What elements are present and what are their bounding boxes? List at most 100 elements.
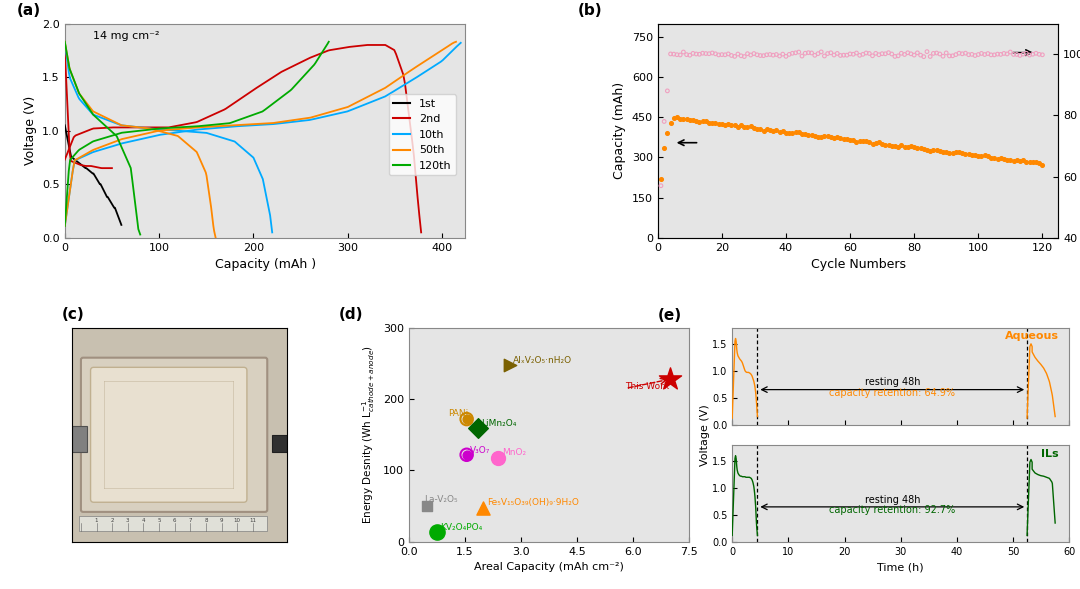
Text: 8: 8 <box>204 518 207 522</box>
Point <box>812 133 829 142</box>
Point <box>501 360 518 369</box>
Point <box>656 117 673 126</box>
Point <box>880 48 897 57</box>
Point <box>931 49 948 59</box>
Point <box>703 48 720 58</box>
Point <box>681 115 699 125</box>
Point <box>752 124 769 134</box>
Point <box>870 138 888 147</box>
Point <box>1008 49 1025 59</box>
Point <box>716 121 733 130</box>
Point <box>841 135 859 145</box>
Point <box>691 117 708 127</box>
Point <box>419 501 436 511</box>
Point <box>832 51 849 60</box>
Point <box>800 130 818 140</box>
Point <box>887 141 904 150</box>
Point <box>928 145 945 155</box>
Point <box>771 51 788 61</box>
Point <box>752 51 769 60</box>
Point <box>729 49 746 59</box>
Point <box>778 128 795 138</box>
Point <box>854 49 872 59</box>
Point <box>918 145 935 154</box>
Point <box>806 131 823 141</box>
Point <box>669 50 686 59</box>
Point <box>742 50 759 59</box>
Point <box>858 48 875 58</box>
Point <box>706 49 724 58</box>
Point <box>678 114 696 124</box>
Text: La-V₂O₅: La-V₂O₅ <box>423 495 457 504</box>
Point <box>745 49 762 58</box>
Point <box>900 143 917 152</box>
Text: 3: 3 <box>126 518 130 522</box>
Point <box>996 154 1013 164</box>
Point <box>706 118 724 127</box>
Point <box>1021 158 1038 167</box>
Point <box>908 144 926 153</box>
Text: 14 mg cm⁻²: 14 mg cm⁻² <box>93 31 160 41</box>
Point <box>986 50 1003 59</box>
Point <box>768 125 785 135</box>
Point <box>941 148 958 157</box>
Point <box>659 86 676 95</box>
Text: Fe₅V₁₅O₃₉(OH)₉·9H₂O: Fe₅V₁₅O₃₉(OH)₉·9H₂O <box>487 498 579 508</box>
Point <box>937 147 955 157</box>
Point <box>791 47 808 57</box>
Point <box>755 51 772 61</box>
Point <box>701 118 718 127</box>
Point <box>675 47 692 57</box>
Point <box>729 122 746 131</box>
Point <box>652 181 670 190</box>
FancyBboxPatch shape <box>91 368 247 502</box>
Text: PANi: PANi <box>448 409 469 418</box>
Point <box>851 136 868 145</box>
Point <box>691 49 708 59</box>
Point <box>828 49 846 58</box>
Point <box>838 134 855 144</box>
Point <box>924 145 942 154</box>
Point <box>723 120 740 130</box>
Point <box>681 51 699 60</box>
Point <box>768 50 785 59</box>
Point <box>912 51 929 60</box>
Bar <box>271 435 286 452</box>
Text: 9: 9 <box>220 518 224 522</box>
Point <box>656 143 673 153</box>
Point <box>726 52 743 61</box>
Point <box>954 148 971 158</box>
Text: This Work: This Work <box>625 382 670 391</box>
Point <box>732 120 750 130</box>
Point <box>1034 50 1051 59</box>
Text: 7: 7 <box>189 518 192 522</box>
Point <box>908 48 926 58</box>
Point <box>993 49 1010 59</box>
Point <box>822 48 839 58</box>
Text: capacity retention: 64.9%: capacity retention: 64.9% <box>829 388 956 398</box>
Point <box>835 134 852 144</box>
Point <box>812 47 829 57</box>
Point <box>848 137 865 146</box>
Point <box>967 51 984 60</box>
Point <box>1004 156 1022 166</box>
Point <box>980 49 997 58</box>
Point <box>723 51 740 60</box>
Point <box>726 121 743 130</box>
Point <box>802 130 820 140</box>
Point <box>934 51 951 61</box>
Point <box>983 50 1000 59</box>
X-axis label: Cycle Numbers: Cycle Numbers <box>811 258 905 271</box>
Text: ILs: ILs <box>1041 449 1059 459</box>
Point <box>957 149 974 158</box>
Point <box>815 51 833 61</box>
Point <box>774 49 792 59</box>
Point <box>928 48 945 58</box>
FancyBboxPatch shape <box>81 358 267 512</box>
Point <box>758 124 775 134</box>
Point <box>787 48 805 58</box>
Point <box>976 50 994 59</box>
Legend: 1st, 2nd, 10th, 50th, 120th: 1st, 2nd, 10th, 50th, 120th <box>389 94 456 176</box>
Point <box>761 50 779 59</box>
Point <box>1011 51 1028 60</box>
